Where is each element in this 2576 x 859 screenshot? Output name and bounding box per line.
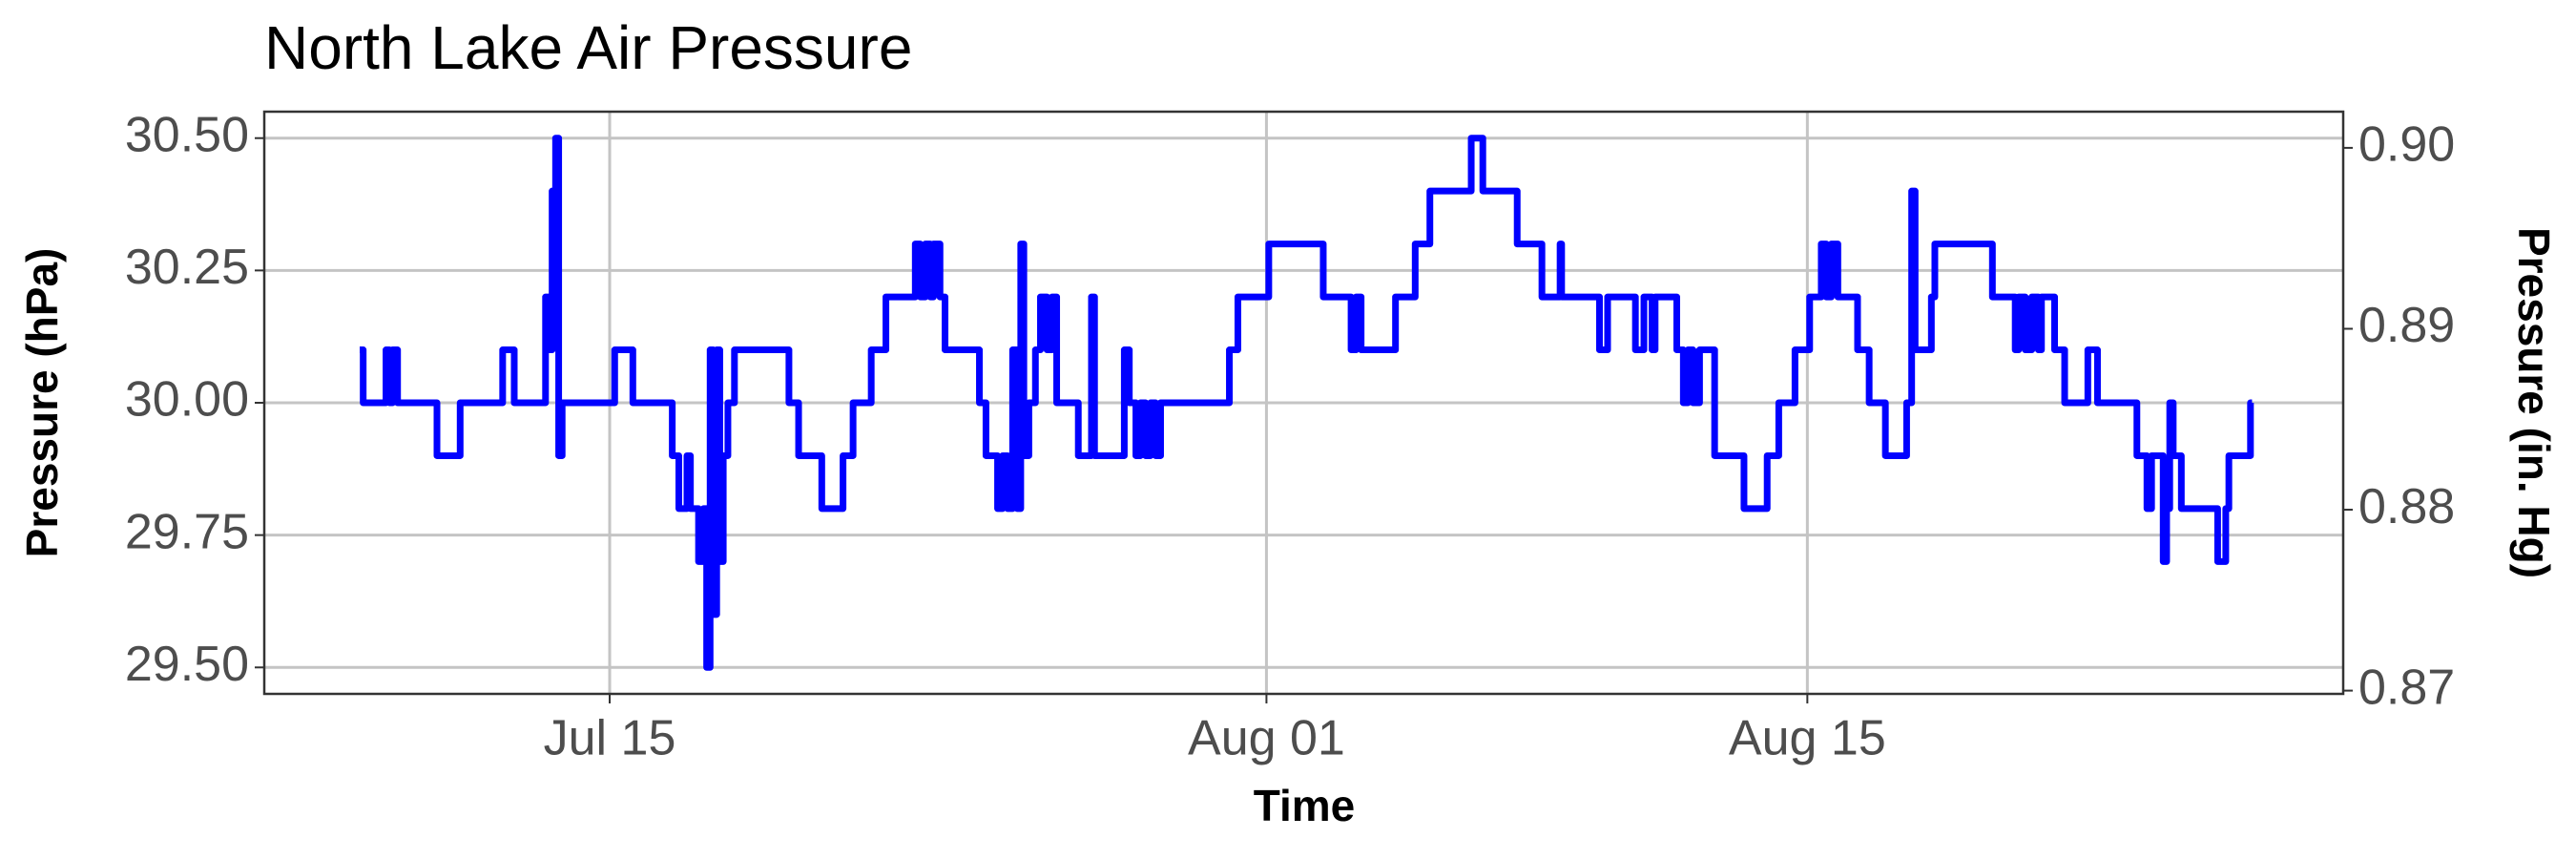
y2-tick-label: 0.87 — [2358, 660, 2455, 715]
y-tick-label: 30.00 — [125, 372, 249, 428]
chart-title: North Lake Air Pressure — [264, 13, 912, 82]
y-tick-label: 29.75 — [125, 504, 249, 559]
panel-border — [262, 110, 2345, 696]
y-tick-label: 30.50 — [125, 107, 249, 162]
x-tick-label: Aug 15 — [1729, 711, 1886, 766]
x-axis-title: Time — [1254, 781, 1356, 830]
y2-tick-label: 0.90 — [2358, 117, 2455, 173]
y-tick-label: 29.50 — [125, 637, 249, 692]
y2-axis-title: Pressure (in. Hg) — [2509, 227, 2559, 578]
x-tick-label: Aug 01 — [1188, 711, 1345, 766]
y-axis-title: Pressure (hPa) — [17, 248, 67, 558]
data-line — [360, 135, 2254, 671]
y-tick-label: 30.25 — [125, 240, 249, 295]
y2-tick-label: 0.88 — [2358, 479, 2455, 534]
x-tick-label: Jul 15 — [544, 711, 676, 766]
y2-tick-label: 0.89 — [2358, 298, 2455, 353]
